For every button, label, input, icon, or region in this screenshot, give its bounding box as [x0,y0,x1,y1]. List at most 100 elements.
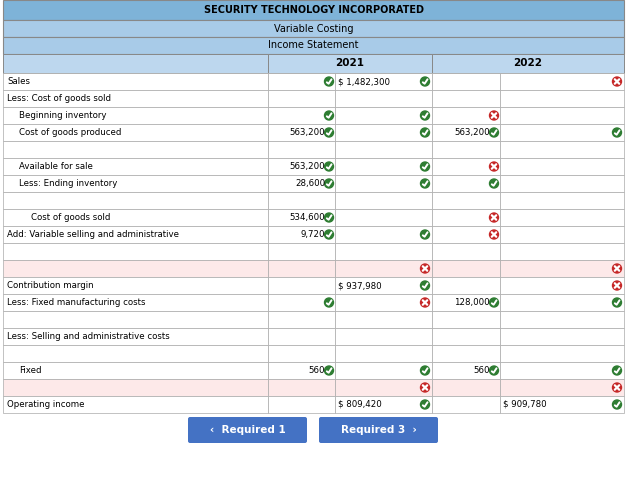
Bar [3,141,268,158]
Text: 563,200: 563,200 [290,128,325,137]
Bar [500,277,624,294]
Bar [500,294,624,311]
Bar [432,277,500,294]
Bar [3,243,268,260]
Circle shape [490,213,498,222]
Text: 563,200: 563,200 [290,162,325,171]
Bar [500,243,624,260]
Bar [268,124,335,141]
Bar [3,260,268,277]
Circle shape [325,230,334,239]
Bar [432,192,500,209]
Bar [268,73,335,90]
Bar [500,260,624,277]
Bar [3,192,268,209]
Bar [432,379,500,396]
Bar [335,277,432,294]
Circle shape [421,230,429,239]
Bar [432,141,500,158]
Text: 560: 560 [473,366,490,375]
Bar [268,328,335,345]
Bar [3,37,624,54]
Bar [3,107,268,124]
Circle shape [325,213,334,222]
Text: Operating income: Operating income [7,400,85,409]
Text: $ 809,420: $ 809,420 [338,400,382,409]
Circle shape [325,111,334,120]
Bar [500,124,624,141]
Bar [432,73,500,90]
Bar [268,192,335,209]
Text: $ 909,780: $ 909,780 [503,400,547,409]
Circle shape [613,400,621,409]
Bar [500,90,624,107]
Bar [500,158,624,175]
Circle shape [325,77,334,86]
Bar [3,311,268,328]
Bar [432,345,500,362]
Bar [432,124,500,141]
Bar [432,175,500,192]
Bar [500,107,624,124]
Circle shape [613,264,621,273]
Circle shape [490,366,498,375]
Bar [268,209,335,226]
Bar [500,209,624,226]
Bar [268,226,335,243]
Bar [335,73,432,90]
Circle shape [613,281,621,290]
Text: 2021: 2021 [335,59,364,69]
Bar [500,362,624,379]
Text: Less: Fixed manufacturing costs: Less: Fixed manufacturing costs [7,298,145,307]
Circle shape [490,179,498,188]
Circle shape [421,298,429,307]
Bar [432,209,500,226]
Bar [432,294,500,311]
Circle shape [421,281,429,290]
Bar [432,362,500,379]
Circle shape [421,111,429,120]
Text: Less: Cost of goods sold: Less: Cost of goods sold [7,94,111,103]
Bar [3,277,268,294]
Text: 534,600: 534,600 [290,213,325,222]
Bar [500,328,624,345]
Circle shape [490,128,498,137]
Text: Cost of goods sold: Cost of goods sold [31,213,110,222]
Bar [335,362,432,379]
Bar [3,209,268,226]
Text: Variable Costing: Variable Costing [274,23,353,33]
Bar [335,260,432,277]
Circle shape [325,179,334,188]
Text: Less: Ending inventory: Less: Ending inventory [19,179,117,188]
Bar [335,243,432,260]
Text: Fixed: Fixed [19,366,41,375]
Circle shape [421,77,429,86]
Bar [268,379,335,396]
Bar [335,124,432,141]
Circle shape [421,179,429,188]
Bar [3,124,268,141]
Bar [3,73,268,90]
Circle shape [613,128,621,137]
Text: $ 1,482,300: $ 1,482,300 [338,77,390,86]
Text: Beginning inventory: Beginning inventory [19,111,107,120]
Bar [3,90,268,107]
Text: Sales: Sales [7,77,30,86]
Bar [268,175,335,192]
Bar [335,90,432,107]
Bar [432,260,500,277]
Bar [268,54,432,73]
Text: 563,200: 563,200 [455,128,490,137]
Bar [3,362,268,379]
Bar [3,328,268,345]
Text: 28,600: 28,600 [295,179,325,188]
Bar [268,311,335,328]
Bar [268,277,335,294]
Bar [500,192,624,209]
FancyBboxPatch shape [319,417,438,443]
Bar [3,379,268,396]
Circle shape [490,111,498,120]
Text: Cost of goods produced: Cost of goods produced [19,128,122,137]
Circle shape [490,298,498,307]
Circle shape [421,264,429,273]
